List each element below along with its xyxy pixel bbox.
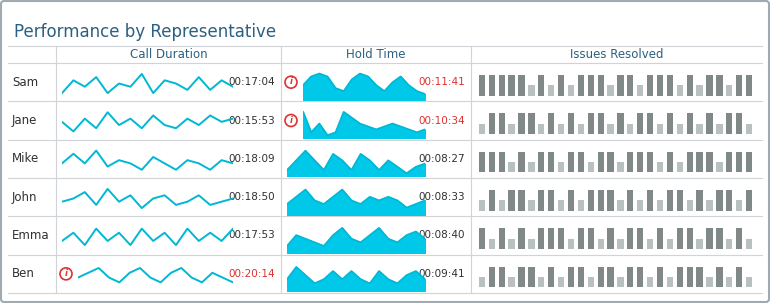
Text: 00:08:40: 00:08:40 bbox=[419, 231, 465, 241]
Bar bbox=[489, 238, 495, 249]
Bar bbox=[528, 85, 534, 95]
Bar bbox=[687, 228, 693, 249]
Bar bbox=[628, 228, 634, 249]
Bar bbox=[716, 190, 722, 211]
Bar bbox=[628, 75, 634, 95]
Bar bbox=[567, 238, 574, 249]
Bar bbox=[647, 190, 653, 211]
Bar bbox=[538, 277, 544, 287]
Bar bbox=[558, 75, 564, 95]
Bar bbox=[499, 152, 505, 172]
Bar bbox=[479, 277, 485, 287]
Bar bbox=[687, 200, 693, 211]
Bar bbox=[677, 162, 683, 172]
Bar bbox=[489, 152, 495, 172]
Text: Ben: Ben bbox=[12, 267, 35, 280]
Bar bbox=[548, 190, 554, 211]
Bar bbox=[716, 267, 722, 287]
Bar bbox=[677, 190, 683, 211]
Bar bbox=[746, 277, 752, 287]
Bar bbox=[618, 200, 624, 211]
Bar bbox=[696, 85, 703, 95]
Bar bbox=[598, 75, 604, 95]
Text: John: John bbox=[12, 191, 38, 204]
Bar bbox=[508, 124, 515, 134]
Bar bbox=[667, 75, 673, 95]
Bar bbox=[538, 190, 544, 211]
Bar bbox=[706, 152, 712, 172]
Bar bbox=[528, 267, 534, 287]
Bar bbox=[499, 267, 505, 287]
Text: 00:20:14: 00:20:14 bbox=[229, 269, 275, 279]
Bar bbox=[677, 228, 683, 249]
Bar bbox=[578, 267, 584, 287]
Bar bbox=[518, 190, 524, 211]
Bar bbox=[538, 152, 544, 172]
Bar bbox=[489, 113, 495, 134]
Bar bbox=[528, 162, 534, 172]
Bar bbox=[567, 85, 574, 95]
Bar bbox=[618, 113, 624, 134]
Bar bbox=[528, 200, 534, 211]
Bar bbox=[677, 85, 683, 95]
Bar bbox=[578, 200, 584, 211]
Bar bbox=[499, 228, 505, 249]
Bar bbox=[548, 85, 554, 95]
Bar bbox=[637, 113, 644, 134]
Bar bbox=[618, 162, 624, 172]
Bar bbox=[657, 228, 663, 249]
Bar bbox=[687, 152, 693, 172]
Bar bbox=[598, 190, 604, 211]
Bar bbox=[588, 228, 594, 249]
Bar bbox=[499, 200, 505, 211]
Bar bbox=[637, 152, 644, 172]
Bar bbox=[598, 152, 604, 172]
Bar bbox=[598, 113, 604, 134]
Text: 00:17:04: 00:17:04 bbox=[229, 77, 275, 87]
Bar bbox=[578, 75, 584, 95]
Bar bbox=[628, 190, 634, 211]
Bar bbox=[637, 85, 644, 95]
Bar bbox=[608, 85, 614, 95]
Bar bbox=[667, 277, 673, 287]
Bar bbox=[667, 190, 673, 211]
Bar bbox=[567, 190, 574, 211]
Bar bbox=[558, 200, 564, 211]
Bar bbox=[508, 277, 515, 287]
Bar bbox=[696, 152, 703, 172]
Bar bbox=[657, 267, 663, 287]
Bar bbox=[618, 238, 624, 249]
Bar bbox=[499, 75, 505, 95]
Bar bbox=[518, 113, 524, 134]
Bar bbox=[736, 152, 742, 172]
Text: 00:11:41: 00:11:41 bbox=[418, 77, 465, 87]
Bar bbox=[548, 228, 554, 249]
Bar bbox=[736, 113, 742, 134]
Bar bbox=[657, 124, 663, 134]
Bar bbox=[479, 228, 485, 249]
Bar bbox=[706, 75, 712, 95]
Bar bbox=[578, 124, 584, 134]
Bar bbox=[538, 124, 544, 134]
Bar bbox=[667, 152, 673, 172]
Bar bbox=[657, 75, 663, 95]
Bar bbox=[677, 124, 683, 134]
Bar bbox=[746, 238, 752, 249]
Bar bbox=[628, 124, 634, 134]
Bar bbox=[706, 200, 712, 211]
Bar bbox=[746, 75, 752, 95]
Bar bbox=[598, 267, 604, 287]
Bar bbox=[667, 238, 673, 249]
Text: Hold Time: Hold Time bbox=[346, 48, 406, 61]
Bar bbox=[479, 75, 485, 95]
Text: Emma: Emma bbox=[12, 229, 49, 242]
Bar bbox=[567, 113, 574, 134]
Bar bbox=[706, 277, 712, 287]
Bar bbox=[696, 124, 703, 134]
Bar bbox=[578, 152, 584, 172]
Bar bbox=[726, 152, 732, 172]
Bar bbox=[528, 238, 534, 249]
Text: Sam: Sam bbox=[12, 76, 38, 89]
Bar bbox=[687, 75, 693, 95]
